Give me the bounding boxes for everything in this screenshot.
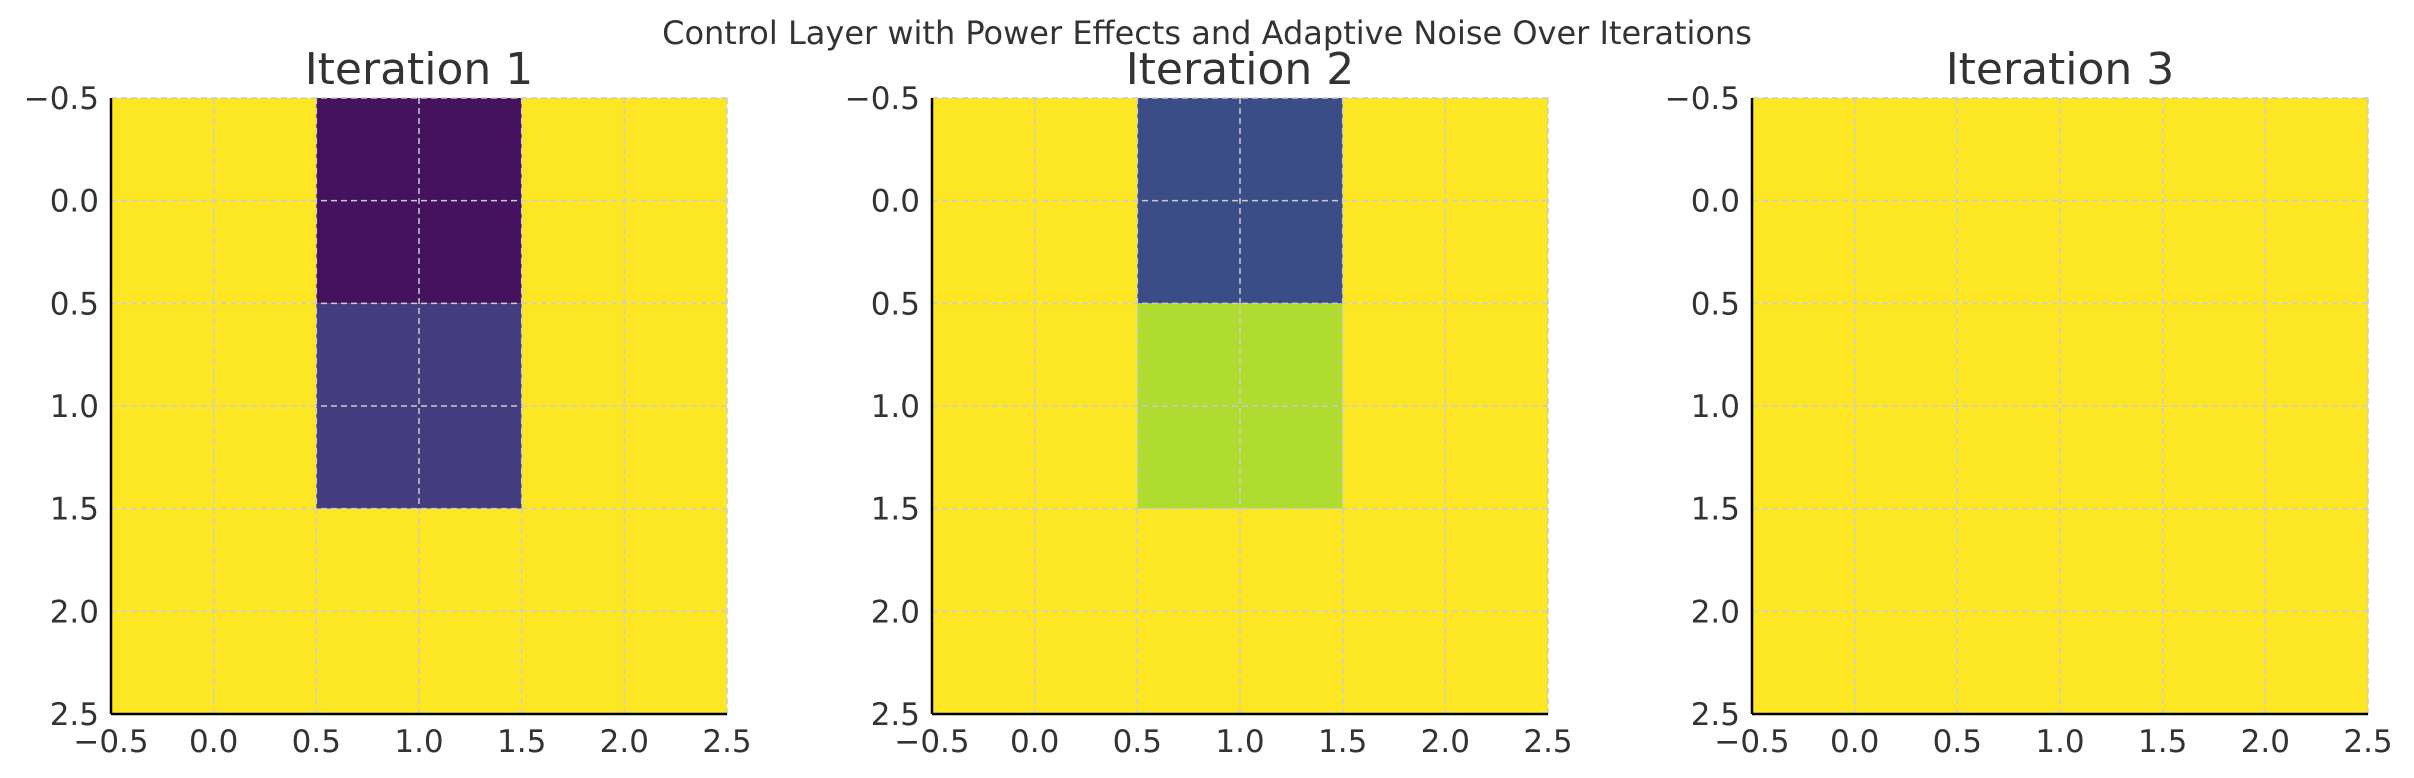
panel-title: Iteration 1	[305, 44, 534, 95]
panel-title: Iteration 3	[1946, 44, 2175, 95]
x-tick-label: 1.5	[2138, 724, 2187, 760]
y-tick-label: −0.5	[24, 81, 99, 117]
y-tick-label: 2.0	[1691, 594, 1740, 630]
y-tick-label: 2.5	[1691, 697, 1740, 733]
x-tick-label: 1.5	[497, 724, 546, 760]
y-tick-label: 0.0	[871, 184, 920, 220]
x-tick-label: 1.0	[2035, 724, 2084, 760]
y-tick-label: 1.5	[1691, 492, 1740, 528]
x-tick-label: 0.0	[189, 724, 238, 760]
x-tick-label: 2.0	[2241, 724, 2290, 760]
heatmap-cell	[1957, 303, 2163, 509]
y-tick-label: −0.5	[845, 81, 920, 117]
heatmap-cell	[316, 303, 522, 509]
heatmap-cell	[1137, 303, 1343, 509]
x-tick-label: −0.5	[73, 724, 148, 760]
x-tick-label: 0.0	[1010, 724, 1059, 760]
x-tick-label: 0.5	[1113, 724, 1162, 760]
y-tick-label: 1.0	[50, 389, 99, 425]
x-tick-label: −0.5	[894, 724, 969, 760]
y-tick-label: 1.0	[871, 389, 920, 425]
x-tick-label: 0.5	[1933, 724, 1982, 760]
y-tick-label: 1.0	[1691, 389, 1740, 425]
x-tick-label: 2.5	[1523, 724, 1572, 760]
figure-title: Control Layer with Power Effects and Ada…	[662, 14, 1752, 52]
y-tick-label: 2.5	[871, 697, 920, 733]
panel-title: Iteration 2	[1126, 44, 1355, 95]
y-tick-label: 0.0	[1691, 184, 1740, 220]
y-tick-label: 0.5	[1691, 286, 1740, 322]
x-tick-label: 0.0	[1830, 724, 1879, 760]
x-tick-label: 1.0	[1215, 724, 1264, 760]
x-tick-label: 2.0	[1421, 724, 1470, 760]
x-tick-label: 1.0	[394, 724, 443, 760]
y-tick-label: 0.5	[50, 286, 99, 322]
y-tick-label: 1.5	[871, 492, 920, 528]
y-tick-label: 2.0	[871, 594, 920, 630]
x-tick-label: −0.5	[1714, 724, 1789, 760]
x-tick-label: 0.5	[292, 724, 341, 760]
y-tick-label: 0.0	[50, 184, 99, 220]
y-tick-label: 1.5	[50, 492, 99, 528]
y-tick-label: 0.5	[871, 286, 920, 322]
x-tick-label: 2.5	[2343, 724, 2392, 760]
x-tick-label: 2.5	[702, 724, 751, 760]
y-tick-label: −0.5	[1665, 81, 1740, 117]
x-tick-label: 2.0	[600, 724, 649, 760]
y-tick-label: 2.5	[50, 697, 99, 733]
y-tick-label: 2.0	[50, 594, 99, 630]
x-tick-label: 1.5	[1318, 724, 1367, 760]
